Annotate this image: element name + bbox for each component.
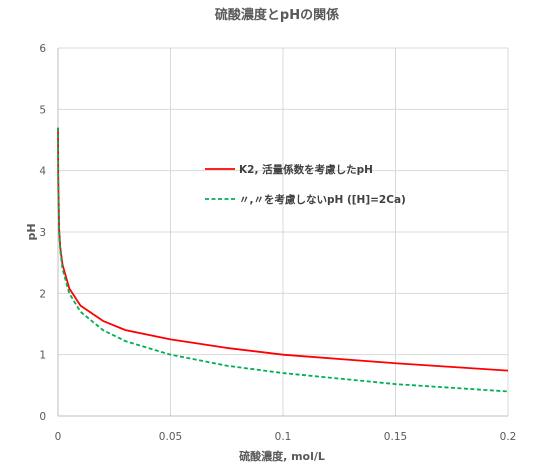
legend: K2, 活量係数を考慮したpH 〃,〃を考慮しないpH ([H]=2Ca) (205, 163, 406, 206)
y-tick-label: 5 (39, 104, 46, 116)
tick-labels: 0 0.05 0.1 0.15 0.2 0 1 2 3 4 5 6 (39, 43, 516, 443)
y-tick-label: 4 (39, 166, 46, 178)
y-axis-label: pH (25, 223, 38, 240)
y-tick-label: 1 (39, 350, 46, 362)
plot-area (57, 127, 509, 393)
x-tick-label: 0.2 (500, 431, 517, 443)
y-tick-label: 2 (39, 288, 46, 300)
series-line-2 (57, 127, 509, 393)
y-tick-label: 0 (39, 411, 46, 423)
grid (58, 47, 509, 416)
x-tick-label: 0.15 (384, 431, 407, 443)
y-tick-label: 6 (39, 43, 46, 55)
chart-title: 硫酸濃度とpHの関係 (215, 7, 339, 23)
x-tick-label: 0.1 (275, 431, 292, 443)
y-tick-label: 3 (39, 227, 46, 239)
legend-label-2: 〃,〃を考慮しないpH ([H]=2Ca) (239, 193, 406, 206)
x-tick-label: 0 (55, 431, 62, 443)
x-axis-label: 硫酸濃度, mol/L (239, 449, 325, 463)
x-tick-label: 0.05 (159, 431, 182, 443)
axes (57, 48, 508, 417)
legend-label-1: K2, 活量係数を考慮したpH (239, 163, 373, 176)
